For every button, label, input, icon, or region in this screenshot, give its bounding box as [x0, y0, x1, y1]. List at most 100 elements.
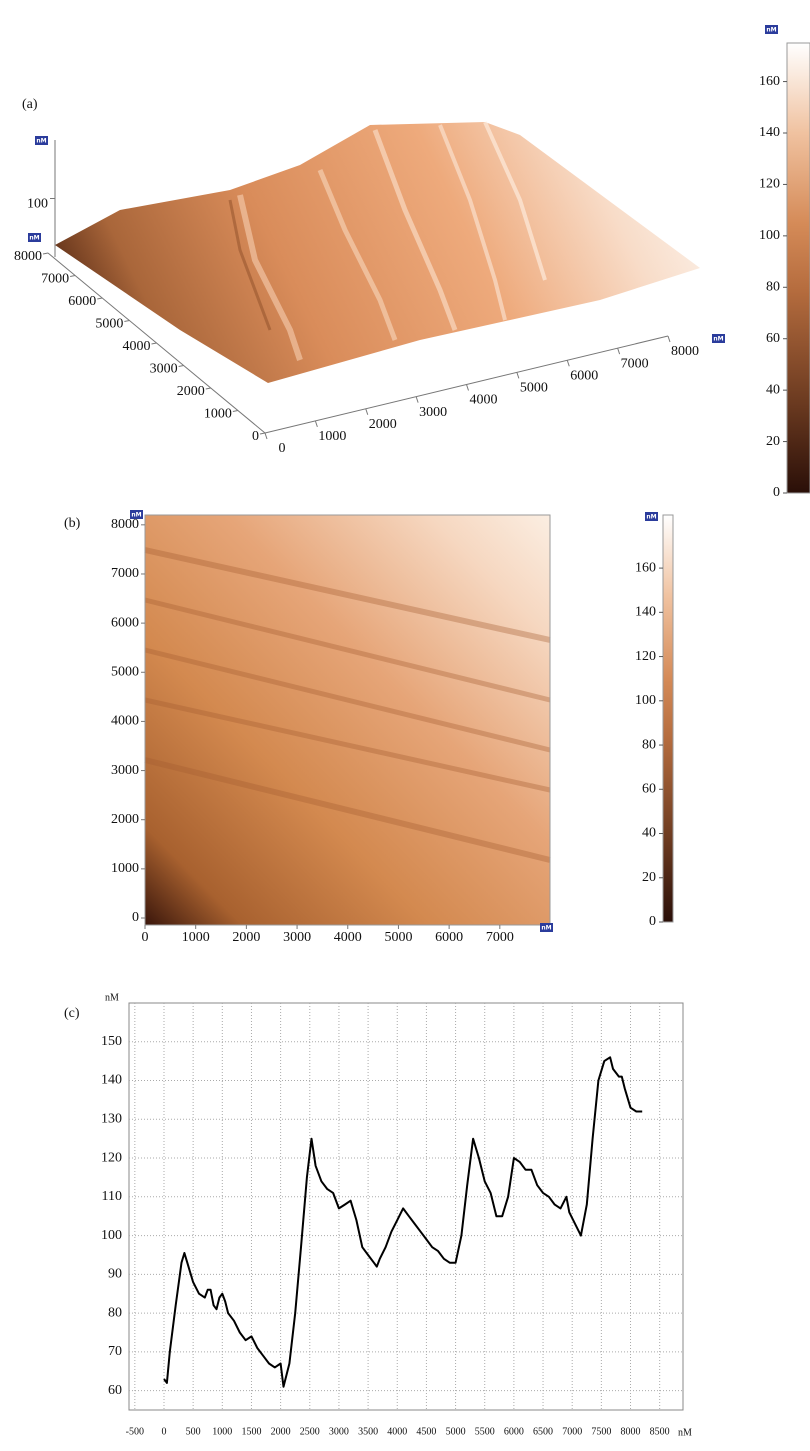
colorbar-tick-label: 60 [766, 331, 780, 346]
z-tick-label: 100 [27, 197, 48, 212]
x-tick-label: 4000 [334, 930, 362, 945]
x-tick-label: 0 [161, 1426, 166, 1437]
y-tick-label: 0 [132, 910, 139, 925]
unit-badge-label: nM [36, 138, 46, 145]
x-tick [415, 396, 419, 403]
y-tick-label: 5000 [111, 664, 139, 679]
x-tick-label: 2000 [271, 1426, 291, 1437]
y-tick-label: 2000 [177, 384, 205, 399]
y-tick-label: 1000 [111, 861, 139, 876]
y-tick [232, 410, 238, 412]
x-tick-label: 6000 [435, 930, 463, 945]
y-tick-label: 70 [108, 1344, 122, 1359]
y-tick-label: 4000 [123, 339, 151, 354]
x-tick-label: 7500 [591, 1426, 611, 1437]
unit-badge [765, 25, 778, 34]
x-tick-label: 6000 [570, 368, 598, 383]
y-tick-label: 150 [101, 1034, 122, 1049]
y-tick-label: 2000 [111, 812, 139, 827]
x-tick-label: 2500 [300, 1426, 320, 1437]
x-tick-label: 7000 [486, 930, 514, 945]
x-tick [314, 420, 318, 428]
x-tick [264, 432, 268, 440]
y-tick-label: 100 [101, 1228, 122, 1243]
panel-label: (a) [22, 97, 38, 112]
x-tick-label: 1500 [241, 1426, 261, 1437]
unit-badge-label: nM [713, 336, 723, 343]
x-tick-label: 5000 [520, 381, 548, 396]
x-tick-label: 7000 [562, 1426, 582, 1437]
colorbar-tick-label: 40 [766, 382, 780, 397]
colorbar [786, 42, 810, 494]
panel-label: (c) [64, 1006, 80, 1021]
y-tick-label: 60 [108, 1383, 122, 1398]
x-tick-label: 8500 [650, 1426, 670, 1437]
x-tick [466, 384, 469, 391]
x-tick-label: 0 [142, 930, 149, 945]
y-tick-label: 3000 [111, 763, 139, 778]
y-tick-label: 140 [101, 1073, 122, 1088]
y-tick-label: 80 [108, 1305, 122, 1320]
x-tick-label: 5000 [446, 1426, 466, 1437]
unit-badge [712, 334, 725, 343]
x-tick [516, 372, 520, 379]
colorbar-tick-label: 20 [642, 870, 656, 885]
colorbar-tick-label: 80 [766, 280, 780, 295]
colorbar-tick-label: 100 [759, 228, 780, 243]
colorbar-tick-label: 80 [642, 737, 656, 752]
y-tick [97, 297, 103, 300]
y-tick-label: 6000 [68, 294, 96, 309]
x-tick-label: 4000 [387, 1426, 407, 1437]
x-tick [617, 347, 621, 355]
unit-badge-label: nM [766, 27, 776, 34]
x-tick-label: 2000 [232, 930, 260, 945]
colorbar-tick-label: 40 [642, 826, 656, 841]
y-tick-label: 8000 [111, 517, 139, 532]
x-tick [566, 360, 570, 367]
colorbar-tick-label: 160 [635, 560, 656, 575]
y-tick-label: 3000 [150, 362, 178, 377]
plot-frame [128, 1002, 684, 1411]
x-tick-label: 5500 [475, 1426, 495, 1437]
colorbar-tick-label: 140 [635, 605, 656, 620]
x-tick [365, 408, 369, 415]
colorbar-tick-label: 60 [642, 782, 656, 797]
y-tick-label: 120 [101, 1150, 122, 1165]
x-tick-label: 4500 [416, 1426, 436, 1437]
x-tick-label: 2000 [369, 417, 397, 432]
x-axis-label: nM [678, 1427, 692, 1438]
x-tick-label: 7000 [621, 356, 649, 371]
unit-badge [645, 512, 658, 521]
unit-badge-label: nM [541, 925, 551, 932]
unit-badge [540, 923, 553, 932]
panel-label: (b) [64, 516, 81, 531]
y-tick-label: 130 [101, 1112, 122, 1127]
x-tick [667, 335, 671, 343]
y-tick [70, 275, 76, 277]
y-tick-label: 1000 [204, 407, 232, 422]
x-tick-label: 6000 [504, 1426, 524, 1437]
colorbar-tick-label: 0 [649, 914, 656, 929]
unit-badge-label: nM [131, 512, 141, 519]
y-tick [178, 365, 184, 367]
y-tick-label: 8000 [14, 249, 42, 264]
unit-badge [35, 136, 48, 145]
y-tick-label: 5000 [95, 317, 123, 332]
colorbar-tick-label: 160 [759, 74, 780, 89]
x-tick-label: 0 [279, 441, 286, 456]
x-tick-label: 8000 [621, 1426, 641, 1437]
colorbar-tick-label: 20 [766, 434, 780, 449]
x-tick-label: 500 [186, 1426, 201, 1437]
surface-3d [55, 121, 700, 383]
y-tick-label: 90 [108, 1267, 122, 1282]
x-tick-label: 4000 [470, 393, 498, 408]
unit-badge [130, 510, 143, 519]
colorbar [662, 514, 674, 923]
x-tick-label: 3500 [358, 1426, 378, 1437]
unit-badge-label: nM [646, 514, 656, 521]
y-tick [205, 387, 211, 390]
x-tick-label: 1000 [182, 930, 210, 945]
x-tick-label: 5000 [384, 930, 412, 945]
x-tick-label: 1000 [318, 429, 346, 444]
